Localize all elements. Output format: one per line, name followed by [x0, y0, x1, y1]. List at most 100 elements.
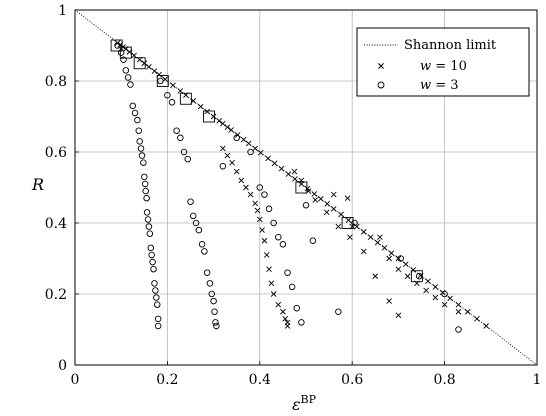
point-w3 — [140, 159, 147, 166]
point-w3 — [137, 145, 145, 152]
point-w10 — [335, 223, 342, 230]
point-w10 — [216, 117, 222, 124]
point-w10 — [404, 273, 411, 280]
point-w3 — [138, 152, 146, 159]
point-w10 — [447, 295, 453, 302]
x-tick-labels: 0 0.2 0.4 0.6 0.8 1 — [71, 372, 542, 388]
point-square — [203, 110, 215, 123]
point-w10 — [441, 301, 448, 308]
x-tick-label: 0 — [71, 372, 80, 388]
point-w3 — [114, 42, 121, 49]
point-w10 — [220, 145, 226, 152]
point-w10 — [381, 245, 388, 251]
point-w10 — [151, 68, 158, 74]
point-w10 — [354, 223, 360, 230]
point-w10 — [275, 301, 282, 308]
point-w10 — [268, 280, 275, 287]
point-w3 — [195, 226, 203, 234]
point-square — [295, 181, 308, 194]
point-w3 — [335, 308, 342, 316]
point-w10 — [317, 196, 324, 202]
point-w10 — [474, 316, 480, 322]
point-w10 — [455, 308, 462, 315]
point-w10 — [483, 323, 489, 329]
legend-shannon-label: Shannon limit — [404, 38, 497, 53]
legend: Shannon limit w = 10 w = 3 — [356, 27, 530, 97]
point-w10 — [402, 261, 409, 267]
point-w10 — [229, 159, 235, 166]
point-w10 — [259, 227, 265, 233]
x-tick-label: 1 — [533, 372, 542, 388]
point-w10 — [210, 113, 217, 120]
point-w10 — [386, 255, 392, 262]
point-square — [110, 39, 123, 52]
point-w10 — [204, 108, 210, 115]
point-w10 — [395, 312, 402, 319]
point-w10 — [377, 234, 383, 241]
point-w3 — [397, 255, 404, 262]
point-w3 — [187, 198, 194, 205]
point-w10 — [141, 60, 148, 67]
point-w3 — [117, 49, 125, 56]
point-w3 — [148, 251, 155, 259]
legend-w10-rest: = 10 — [431, 59, 467, 74]
point-w3 — [146, 230, 154, 237]
point-w10 — [131, 52, 137, 59]
point-w10 — [330, 191, 337, 198]
point-w10 — [360, 229, 367, 235]
point-w3 — [168, 99, 176, 106]
legend-w10-swatch — [378, 63, 384, 69]
point-w3 — [141, 180, 149, 188]
point-w3 — [150, 265, 157, 273]
point-w10 — [386, 298, 392, 304]
point-w3 — [203, 269, 211, 276]
point-w3 — [219, 162, 227, 170]
point-w10 — [271, 160, 278, 167]
point-w3 — [144, 216, 152, 223]
point-w10 — [292, 176, 298, 182]
point-w3 — [302, 201, 310, 209]
point-w10 — [245, 140, 252, 147]
point-w10 — [270, 291, 277, 297]
point-w10 — [252, 200, 258, 207]
point-w10 — [395, 266, 402, 272]
point-w3 — [122, 67, 130, 74]
point-w3 — [208, 290, 216, 298]
point-w10 — [280, 308, 286, 315]
point-square — [156, 75, 169, 87]
point-w10 — [324, 201, 331, 207]
point-w3 — [279, 241, 287, 248]
point-w10 — [345, 217, 352, 223]
point-w10 — [238, 177, 245, 184]
point-w10 — [282, 316, 289, 322]
point-w3 — [256, 184, 264, 191]
series-marker-o — [114, 42, 462, 333]
point-w10 — [344, 195, 351, 201]
point-w3 — [247, 148, 254, 156]
point-w3 — [127, 81, 134, 88]
x-tick-label: 0.8 — [433, 372, 455, 388]
data-layer — [74, 9, 538, 366]
point-w10 — [312, 197, 319, 203]
point-w10 — [291, 168, 298, 175]
point-w3 — [192, 219, 200, 227]
legend-w3-var: w — [420, 78, 431, 93]
point-w10 — [197, 103, 204, 110]
legend-w3-label: w = 3 — [420, 78, 459, 93]
x-tick-label: 0.4 — [249, 372, 271, 388]
point-w3 — [120, 56, 127, 63]
point-w3 — [211, 308, 218, 316]
point-w3 — [293, 304, 301, 312]
point-w10 — [243, 184, 249, 191]
point-w10 — [252, 145, 258, 152]
point-w10 — [254, 207, 261, 214]
point-w10 — [233, 168, 240, 175]
point-w10 — [265, 155, 271, 162]
legend-box — [356, 27, 530, 97]
point-w10 — [240, 136, 247, 143]
point-w3 — [201, 248, 208, 255]
point-w10 — [278, 165, 285, 172]
point-w10 — [455, 301, 462, 308]
point-w10 — [338, 211, 344, 218]
